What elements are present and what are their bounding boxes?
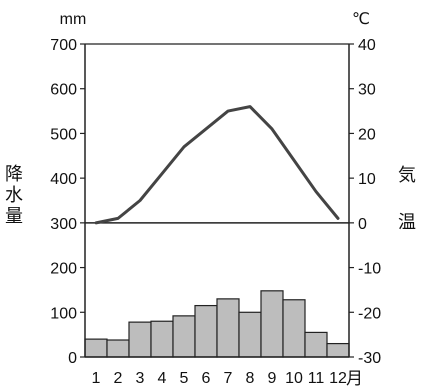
precip-unit: mm — [60, 11, 87, 28]
axes-group: 0 100 200 300 400 500 600 700 -30 -20 -10 0 10 20 30 40 — [50, 37, 381, 367]
month-unit: 月 — [346, 369, 363, 389]
chart-frame — [85, 43, 349, 358]
right-tick-label--30: -30 — [358, 350, 381, 367]
month-label-10: 10 — [285, 370, 303, 387]
precip-axis-title-char-1: 降 — [5, 164, 23, 185]
left-tick-label-600: 600 — [50, 82, 77, 99]
temperature-line-group — [94, 105, 340, 225]
precip-bar-12 — [326, 342, 350, 358]
right-tick-label-40: 40 — [358, 37, 376, 54]
precip-axis-title-char-2: 水 — [5, 185, 23, 206]
month-label-8: 8 — [246, 370, 255, 387]
left-tick-label-700: 700 — [50, 37, 77, 54]
left-tick-label-0: 0 — [68, 350, 77, 367]
precipitation-bars — [84, 290, 350, 358]
precip-bar-11 — [304, 331, 328, 358]
month-label-1: 1 — [92, 370, 101, 387]
precip-bar-5 — [172, 315, 196, 358]
right-tick-label--20: -20 — [358, 305, 381, 322]
temp-axis-title-char-2: 温 — [398, 212, 416, 233]
month-label-4: 4 — [158, 370, 167, 387]
right-tick-label-10: 10 — [358, 171, 376, 188]
left-tick-label-500: 500 — [50, 126, 77, 143]
precip-bar-10 — [282, 299, 306, 358]
precip-bar-9 — [260, 290, 284, 358]
right-tick-label-20: 20 — [358, 126, 376, 143]
precip-bar-7 — [216, 298, 240, 358]
left-tick-label-200: 200 — [50, 261, 77, 278]
month-label-7: 7 — [224, 370, 233, 387]
month-label-3: 3 — [136, 370, 145, 387]
precip-axis-title-char-3: 量 — [5, 206, 23, 227]
precip-bar-6 — [194, 304, 218, 358]
left-tick-label-400: 400 — [50, 171, 77, 188]
temp-unit: ℃ — [352, 9, 370, 28]
month-label-9: 9 — [268, 370, 277, 387]
month-label-11: 11 — [308, 370, 325, 387]
precip-bar-8 — [238, 311, 262, 358]
month-label-6: 6 — [202, 370, 211, 387]
month-label-2: 2 — [114, 370, 123, 387]
right-tick-label-0: 0 — [358, 216, 367, 233]
precip-bar-1 — [84, 338, 108, 358]
month-label-5: 5 — [180, 370, 189, 387]
right-tick-label-30: 30 — [358, 82, 376, 99]
month-label-12: 12 — [329, 370, 347, 387]
left-tick-label-300: 300 — [50, 216, 77, 233]
precip-bar-4 — [150, 320, 174, 358]
precip-bar-3 — [128, 321, 152, 358]
temperature-line — [94, 105, 340, 225]
right-tick-label--10: -10 — [358, 261, 381, 278]
precip-bar-2 — [106, 339, 130, 358]
temp-axis-title-char-1: 気 — [398, 165, 416, 186]
left-tick-label-100: 100 — [50, 305, 77, 322]
